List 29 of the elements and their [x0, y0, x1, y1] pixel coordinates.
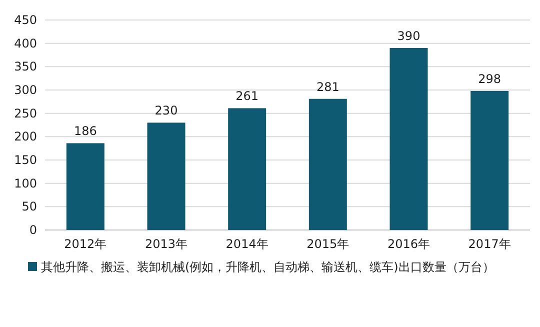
y-tick-label: 350	[14, 60, 37, 74]
y-tick-label: 400	[14, 36, 37, 50]
data-label: 298	[478, 72, 502, 86]
data-label: 230	[154, 104, 178, 118]
bar	[228, 108, 266, 230]
data-label: 281	[316, 80, 340, 94]
x-tick-label: 2017年	[468, 237, 511, 251]
y-tick-label: 150	[14, 153, 37, 167]
data-label: 390	[397, 29, 420, 43]
data-label: 261	[236, 89, 259, 104]
y-tick-label: 0	[29, 223, 37, 237]
bar	[390, 48, 428, 230]
bar	[147, 122, 186, 230]
bar	[66, 143, 104, 230]
x-tick-label: 2014年	[226, 237, 268, 251]
y-tick-label: 300	[14, 83, 37, 97]
x-tick-label: 2012年	[64, 237, 107, 251]
bar	[470, 90, 509, 230]
bar	[308, 98, 347, 230]
x-tick-label: 2013年	[144, 237, 188, 251]
data-label: 186	[74, 124, 97, 138]
legend-label: 其他升降、搬运、装卸机械(例如，升降机、自动梯、输送机、缆车)出口数量（万台）	[41, 260, 494, 274]
y-tick-label: 450	[14, 13, 37, 27]
y-tick-label: 100	[14, 176, 37, 190]
y-tick-label: 50	[22, 200, 37, 214]
x-tick-label: 2015年	[306, 237, 350, 251]
y-tick-label: 200	[14, 130, 37, 144]
x-tick-label: 2016年	[387, 237, 430, 251]
y-tick-label: 250	[14, 106, 37, 120]
